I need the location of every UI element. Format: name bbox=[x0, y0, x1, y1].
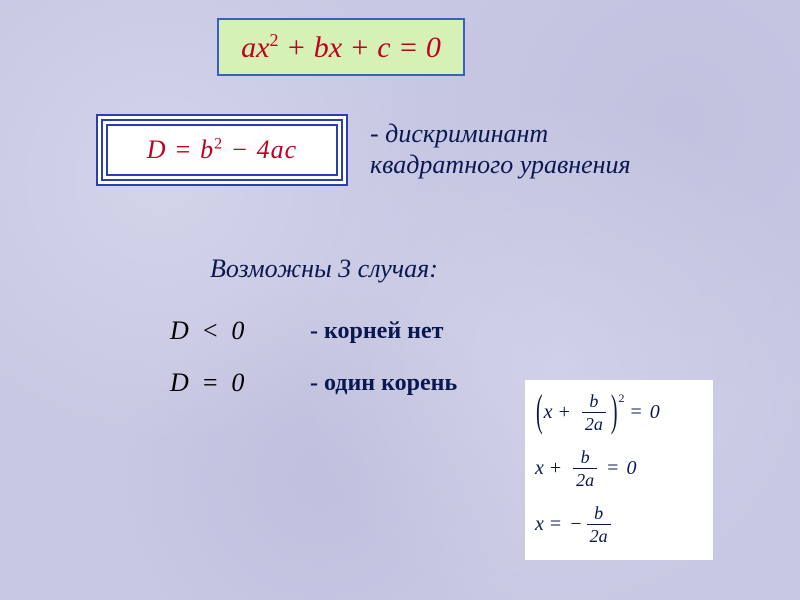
discriminant-equation: D = b2 − 4ac bbox=[147, 135, 297, 165]
sol3-minus: − bbox=[569, 513, 583, 536]
cases-heading: Возможны 3 случая: bbox=[210, 254, 438, 284]
case-1-math: D < 0 bbox=[170, 316, 280, 346]
sol1-num: b bbox=[586, 392, 601, 410]
sol3-frac: b 2a bbox=[587, 504, 611, 545]
eq2-sup: 2 bbox=[214, 135, 223, 152]
sol2-rhs: 0 bbox=[626, 457, 636, 480]
sol2-den: 2a bbox=[573, 471, 597, 489]
sol1-rhs: 0 bbox=[650, 401, 660, 424]
quadratic-equation: ax2 + bx + c = 0 bbox=[241, 30, 441, 65]
case-row-2: D = 0 - один корень bbox=[170, 368, 457, 398]
desc-dash: - bbox=[370, 119, 385, 148]
case-2-math: D = 0 bbox=[170, 368, 280, 398]
sol2-plus: + bbox=[550, 457, 563, 480]
desc-line2: квадратного уравнения bbox=[370, 150, 631, 179]
discriminant-box: D = b2 − 4ac bbox=[96, 114, 348, 186]
sol1-x: x bbox=[544, 401, 553, 424]
sol1-den: 2a bbox=[582, 415, 606, 433]
sol3-den: 2a bbox=[587, 527, 611, 545]
sol1-plus: + bbox=[559, 401, 572, 424]
sol2-bar bbox=[573, 468, 597, 469]
eq1-rest: + bx + c = 0 bbox=[278, 31, 440, 64]
discriminant-box-inner1: D = b2 − 4ac bbox=[101, 119, 343, 181]
sol3-eq: = bbox=[550, 513, 563, 536]
case-1-label: - корней нет bbox=[310, 318, 443, 345]
sol3-x: x bbox=[535, 513, 544, 536]
solution-line-2: x + b 2a = 0 bbox=[535, 440, 707, 496]
quadratic-equation-box: ax2 + bx + c = 0 bbox=[217, 18, 465, 76]
sol2-x: x bbox=[535, 457, 544, 480]
case-2-label: - один корень bbox=[310, 370, 457, 397]
sol2-num: b bbox=[578, 448, 593, 466]
sol1-bar bbox=[582, 412, 606, 413]
desc-line1: дискриминант bbox=[385, 119, 548, 148]
solution-line-3: x = − b 2a bbox=[535, 496, 707, 552]
discriminant-description: - дискриминант квадратного уравнения bbox=[370, 118, 631, 180]
sol1-exp: 2 bbox=[619, 391, 625, 406]
eq1-a: ax bbox=[241, 31, 269, 64]
sol2-eq: = bbox=[607, 457, 620, 480]
sol3-num: b bbox=[591, 504, 606, 522]
sol1-eq: = bbox=[631, 401, 644, 424]
case-row-1: D < 0 - корней нет bbox=[170, 316, 443, 346]
sol3-bar bbox=[587, 524, 611, 525]
eq2-rest: − 4ac bbox=[223, 135, 297, 164]
sol1-frac: b 2a bbox=[582, 392, 606, 433]
eq2-lhs: D = b bbox=[147, 135, 214, 164]
solution-line-1: ( x + b 2a ) 2 = 0 bbox=[535, 384, 707, 440]
sol2-frac: b 2a bbox=[573, 448, 597, 489]
discriminant-box-inner2: D = b2 − 4ac bbox=[106, 124, 338, 176]
solution-box: ( x + b 2a ) 2 = 0 x + b 2a = 0 x = − b … bbox=[525, 380, 713, 560]
